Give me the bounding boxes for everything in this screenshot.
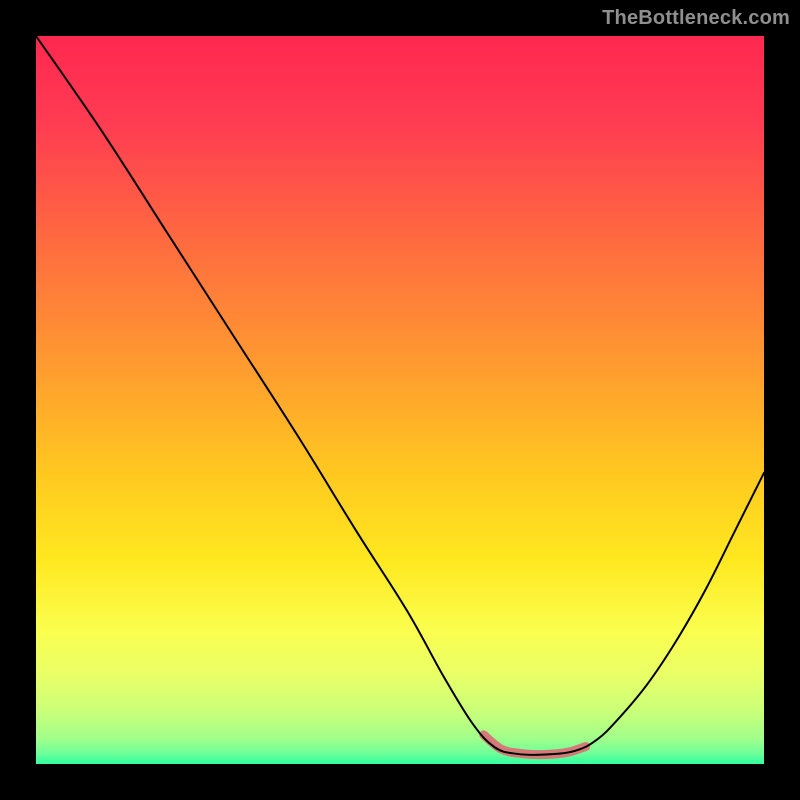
plot-background: [36, 36, 764, 764]
plot-svg: [36, 36, 764, 764]
watermark-text: TheBottleneck.com: [602, 7, 790, 30]
plot-region: [36, 36, 764, 764]
watermark-wrap: TheBottleneck.com: [602, 0, 790, 36]
chart-container: TheBottleneck.com: [0, 0, 800, 800]
